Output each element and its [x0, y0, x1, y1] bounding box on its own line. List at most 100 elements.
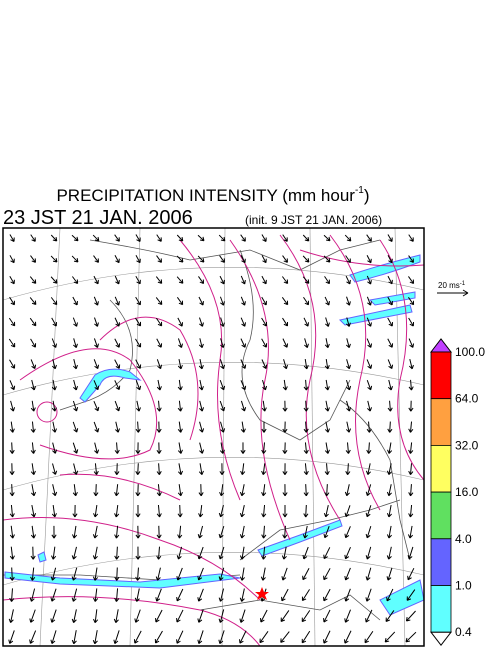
wind-arrow: [280, 610, 290, 623]
reference-label-sup: -1: [460, 281, 466, 287]
wind-arrow: [135, 546, 141, 560]
wind-arrow: [240, 442, 246, 454]
map-title: PRECIPITATION INTENSITY (mm hour-1): [56, 185, 369, 205]
map-frame: [2, 227, 425, 647]
wind-arrow: [197, 567, 204, 581]
wind-arrow: [384, 631, 396, 643]
wind-arrow: [177, 338, 183, 348]
wind-arrow: [386, 484, 392, 497]
wind-arrow: [261, 359, 268, 369]
wind-arrow: [323, 609, 331, 623]
wind-arrow: [30, 421, 36, 433]
reference-vector: 20 ms-1: [437, 281, 469, 297]
wind-arrow: [282, 317, 289, 327]
wind-arrow: [345, 338, 351, 349]
wind-arrow: [261, 275, 267, 285]
wind-arrow: [365, 484, 372, 497]
wind-arrow: [387, 400, 393, 412]
wind-arrow: [176, 609, 184, 623]
wind-arrow: [50, 297, 58, 306]
wind-arrow: [177, 400, 183, 412]
colorbar-segment: [430, 538, 452, 586]
wind-arrow: [344, 630, 352, 644]
wind-arrow: [366, 380, 373, 391]
wind-arrow: [323, 547, 331, 560]
wind-arrow: [156, 546, 162, 560]
wind-arrow: [344, 609, 351, 623]
location-marker: [255, 587, 269, 600]
wind-arrow: [303, 379, 309, 391]
colorbar-segment: [430, 398, 452, 446]
wind-arrow: [114, 317, 120, 327]
wind-arrow: [51, 317, 58, 327]
wind-arrow: [114, 234, 120, 242]
wind-arrow: [387, 275, 393, 285]
title-sup: -1: [355, 185, 364, 196]
wind-arrow: [364, 630, 374, 644]
wind-arrow: [344, 526, 351, 539]
wind-arrow: [114, 504, 120, 518]
wind-arrow: [9, 463, 15, 476]
wind-arrow: [366, 442, 372, 454]
wind-arrow: [282, 442, 288, 454]
wind-arrow: [387, 421, 393, 433]
wind-arrow: [324, 400, 330, 412]
wind-arrow: [93, 463, 99, 476]
wind-arrow: [239, 588, 245, 602]
wind-arrow: [345, 463, 351, 476]
colorbar: 100.0 64.0 32.0 16.0 4.0 1.0 0.4: [429, 338, 485, 647]
wind-arrow: [30, 525, 36, 539]
wind-arrow: [345, 442, 351, 454]
wind-arrow: [133, 630, 142, 644]
wind-arrow: [72, 359, 78, 370]
wind-arrow: [114, 546, 120, 560]
wind-arrow: [386, 525, 392, 539]
wind-arrow: [303, 400, 309, 412]
wind-arrow: [407, 546, 414, 560]
wind-arrow: [155, 588, 162, 602]
wind-arrow: [135, 234, 141, 242]
wind-arrow: [282, 338, 289, 348]
wind-arrow: [199, 400, 205, 412]
wind-arrow: [324, 421, 330, 433]
colorbar-label: 0.4: [455, 625, 472, 639]
wind-arrow: [135, 317, 142, 327]
wind-arrow: [282, 400, 288, 412]
colorbar-label: 1.0: [455, 579, 472, 593]
wind-arrow: [301, 630, 311, 644]
wind-arrow: [282, 504, 288, 518]
wind-arrow: [303, 442, 309, 454]
wind-arrow: [346, 296, 351, 306]
wind-arrow: [155, 609, 163, 623]
wind-arrow: [407, 525, 414, 539]
wind-arrow: [9, 588, 15, 602]
wind-arrow: [197, 630, 204, 644]
wind-arrow: [8, 317, 16, 327]
wind-arrow: [50, 630, 57, 645]
wind-arrow: [176, 234, 184, 242]
wind-arrow: [92, 546, 98, 560]
wind-arrow: [261, 442, 267, 454]
wind-arrow: [135, 484, 141, 497]
wind-arrow: [323, 588, 331, 602]
wind-arrow: [72, 296, 78, 306]
wind-arrow: [199, 421, 205, 433]
wind-arrow: [93, 296, 99, 306]
wind-arrow: [387, 296, 393, 306]
wind-arrow: [323, 526, 330, 539]
colorbar-label: 64.0: [455, 392, 479, 406]
wind-arrow: [220, 421, 226, 433]
wind-arrow: [115, 421, 121, 433]
wind-arrow: [387, 379, 393, 391]
wind-arrow: [406, 589, 416, 601]
wind-arrow: [71, 255, 79, 263]
wind-arrow: [52, 442, 58, 454]
wind-arrow: [31, 504, 37, 518]
wind-arrow: [72, 317, 78, 327]
wind-arrow: [92, 525, 98, 539]
wind-arrow: [51, 400, 57, 412]
wind-arrow: [239, 484, 245, 497]
wind-arrow: [114, 525, 120, 539]
wind-arrow: [261, 296, 267, 306]
wind-arrow: [197, 255, 205, 263]
